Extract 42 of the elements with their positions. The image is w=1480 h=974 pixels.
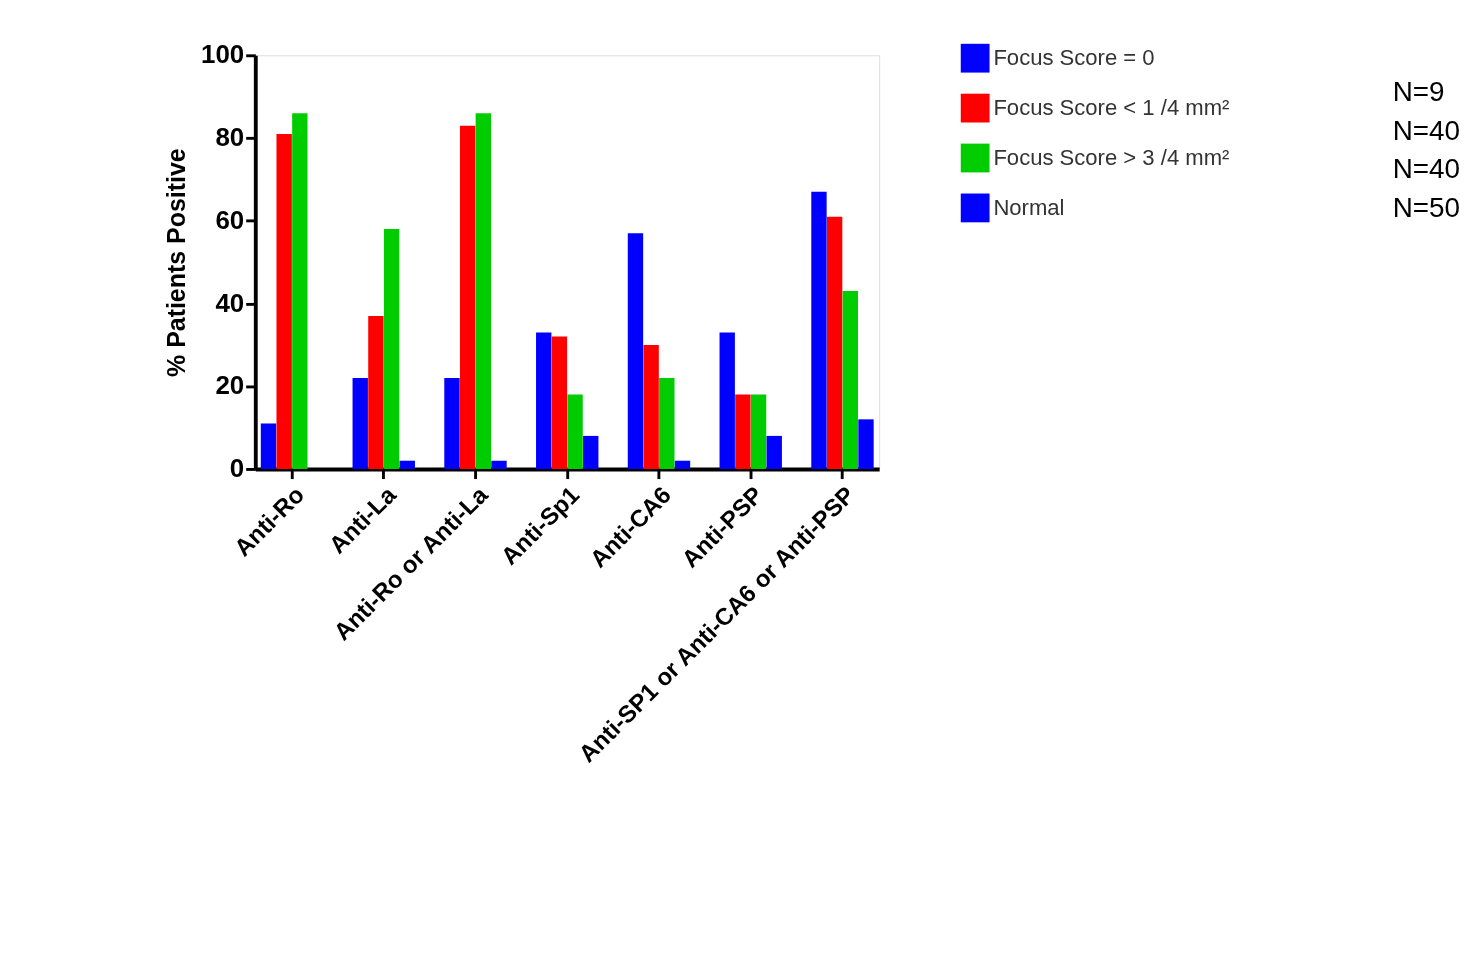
bar: [475, 113, 492, 469]
legend-label: Normal: [993, 194, 1065, 220]
text: N=50: [1392, 192, 1460, 224]
bar: [811, 191, 827, 469]
text: N=40: [1392, 153, 1460, 185]
bar: [551, 336, 568, 469]
bar: [292, 113, 308, 469]
bar: [260, 423, 277, 469]
y-tick-label: 80: [215, 123, 245, 152]
y-tick-label: 20: [215, 371, 245, 400]
bar: [459, 125, 476, 469]
bar: [444, 377, 460, 469]
legend-label: Focus Score < 1 /4 mm²: [993, 94, 1230, 120]
legend-label: Focus Score > 3 /4 mm²: [993, 144, 1230, 170]
y-tick-label: 40: [215, 288, 245, 317]
bar: [567, 394, 583, 469]
bar: [766, 435, 782, 469]
bar: [276, 133, 292, 469]
bar: [750, 394, 767, 469]
bar: [858, 419, 874, 469]
bar: [627, 233, 644, 469]
bar: [674, 460, 691, 469]
bar: [659, 377, 675, 469]
bar: [491, 460, 507, 469]
y-tick-label: 0: [229, 454, 245, 483]
y-axis-title: % Patients Positive: [161, 148, 190, 377]
bar: [643, 344, 659, 469]
y-tick-label: 60: [215, 205, 245, 234]
bar: [383, 229, 400, 469]
bar: [719, 332, 735, 469]
bar: [842, 291, 858, 469]
bar: [368, 315, 384, 469]
bar: [352, 377, 368, 469]
bar: [536, 332, 552, 469]
legend-label: Focus Score = 0: [993, 44, 1155, 70]
text: N=9: [1392, 75, 1445, 107]
bar: [735, 394, 751, 469]
bar: [826, 216, 843, 469]
bar: [583, 435, 599, 469]
text: N=40: [1392, 114, 1460, 146]
bar: [399, 460, 415, 469]
y-tick-label: 100: [201, 40, 245, 69]
